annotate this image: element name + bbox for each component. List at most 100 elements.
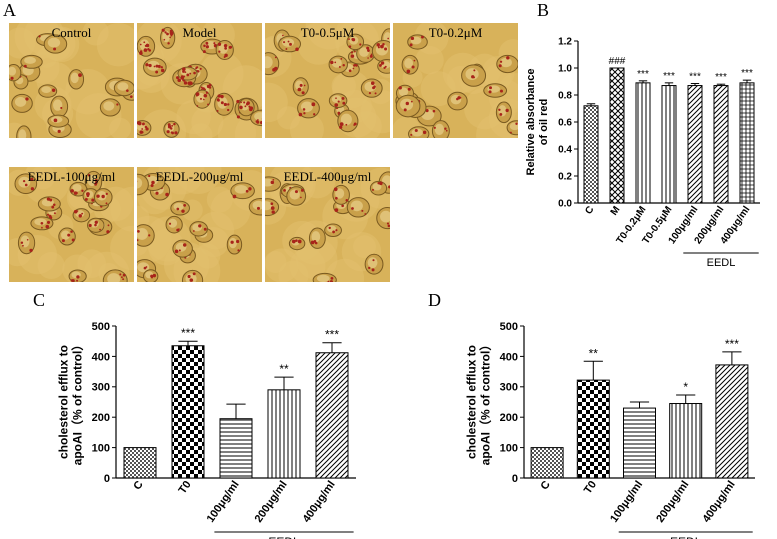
lipid-droplet — [398, 86, 402, 90]
lipid-droplet — [421, 35, 424, 39]
cell-highlight — [137, 177, 143, 189]
y-tick-label: 400 — [500, 351, 518, 363]
lipid-droplet — [499, 112, 503, 116]
y-tick-label: 1.2 — [558, 37, 572, 48]
lipid-droplet — [334, 61, 337, 64]
lipid-droplet — [422, 130, 427, 135]
bar — [315, 352, 349, 479]
lipid-droplet — [200, 86, 203, 89]
lipid-droplet — [303, 112, 306, 115]
lipid-droplet — [70, 279, 74, 282]
x-tick-label: T0 — [177, 479, 194, 496]
lipid-droplet — [227, 103, 230, 106]
lipid-droplet — [49, 198, 53, 202]
lipid-droplet — [61, 239, 65, 243]
lipid-droplet — [411, 65, 415, 69]
lipid-droplet — [337, 111, 341, 115]
lipid-droplet — [182, 243, 187, 247]
lipid-droplet — [174, 249, 179, 254]
cell-highlight — [265, 178, 274, 187]
significance-label: ** — [589, 346, 599, 360]
lipid-droplet — [351, 37, 355, 41]
cell-highlight — [404, 58, 414, 69]
lipid-droplet — [169, 36, 171, 39]
y-tick-label: 1.0 — [558, 64, 572, 75]
lipid-droplet — [405, 101, 409, 106]
lipid-droplet — [339, 122, 344, 127]
lipid-droplet — [180, 75, 184, 78]
micrograph-image — [393, 23, 518, 138]
lipid-droplet — [86, 192, 90, 196]
lipid-droplet — [173, 122, 176, 126]
lipid-droplet — [46, 213, 50, 216]
lipid-droplet — [73, 209, 78, 214]
lipid-droplet — [335, 196, 338, 200]
lipid-droplet — [382, 42, 385, 46]
cell-highlight — [34, 218, 47, 226]
lipid-droplet — [139, 43, 142, 46]
lipid-droplet — [78, 73, 82, 78]
lipid-droplet — [348, 45, 352, 48]
lipid-droplet — [445, 129, 448, 132]
significance-label: * — [683, 380, 688, 394]
lipid-droplet — [368, 266, 371, 270]
cell-highlight — [311, 231, 321, 243]
lipid-droplet — [328, 226, 331, 230]
lipid-droplet — [213, 42, 216, 45]
lipid-droplet — [189, 278, 194, 282]
lipid-droplet — [183, 81, 188, 85]
cell-highlight — [139, 39, 150, 51]
lipid-droplet — [155, 191, 159, 195]
lipid-droplet — [46, 197, 51, 201]
lipid-droplet — [350, 54, 355, 58]
lipid-droplet — [145, 63, 149, 67]
y-tick-label: 0.8 — [558, 91, 572, 102]
lipid-droplet — [387, 224, 390, 228]
lipid-droplet — [270, 206, 275, 210]
cell-highlight — [117, 82, 129, 91]
lipid-droplet — [181, 209, 185, 213]
lipid-droplet — [433, 126, 436, 129]
lipid-droplet — [41, 226, 43, 229]
lipid-droplet — [70, 230, 73, 233]
y-tick-label: 300 — [500, 382, 518, 394]
cell-highlight — [72, 183, 82, 192]
cell-highlight — [316, 274, 330, 282]
cell-highlight — [70, 72, 79, 84]
x-tick-label: 100μg/ml — [608, 479, 645, 525]
lipid-droplet — [425, 109, 429, 113]
bar — [669, 403, 703, 479]
lipid-droplet — [236, 115, 240, 119]
micrograph-shade — [77, 249, 106, 278]
lipid-droplet — [410, 133, 413, 136]
lipid-droplet — [198, 224, 202, 228]
lipid-droplet — [84, 197, 88, 201]
lipid-droplet — [71, 238, 75, 242]
lipid-droplet — [196, 105, 199, 107]
y-tick-label: 200 — [500, 412, 518, 424]
lipid-droplet — [160, 66, 163, 69]
lipid-droplet — [218, 50, 221, 53]
lipid-droplet — [345, 198, 349, 202]
chart-c: 0 100 200 300 400 500 cholesterol efflux toapo… — [57, 321, 356, 539]
lipid-droplet — [166, 32, 169, 36]
x-tick-label: 400μg/ml — [700, 479, 737, 525]
cell-highlight — [24, 56, 36, 64]
lipid-droplet — [299, 83, 303, 87]
y-tick-label: 0 — [104, 473, 110, 485]
lipid-droplet — [20, 241, 24, 244]
lipid-droplet — [122, 273, 126, 277]
lipid-droplet — [294, 190, 298, 194]
lipid-droplet — [407, 87, 411, 91]
lipid-droplet — [245, 189, 249, 193]
lipid-droplet — [177, 78, 182, 83]
lipid-droplet — [384, 65, 387, 68]
lipid-droplet — [148, 63, 152, 68]
lipid-droplet — [38, 35, 41, 38]
panel-letter-a: A — [3, 0, 16, 20]
lipid-droplet — [155, 70, 159, 74]
lipid-droplet — [388, 185, 390, 189]
micrograph-shade — [277, 106, 301, 130]
micrograph-shade — [265, 248, 299, 282]
group-label: EEDL — [670, 535, 702, 539]
